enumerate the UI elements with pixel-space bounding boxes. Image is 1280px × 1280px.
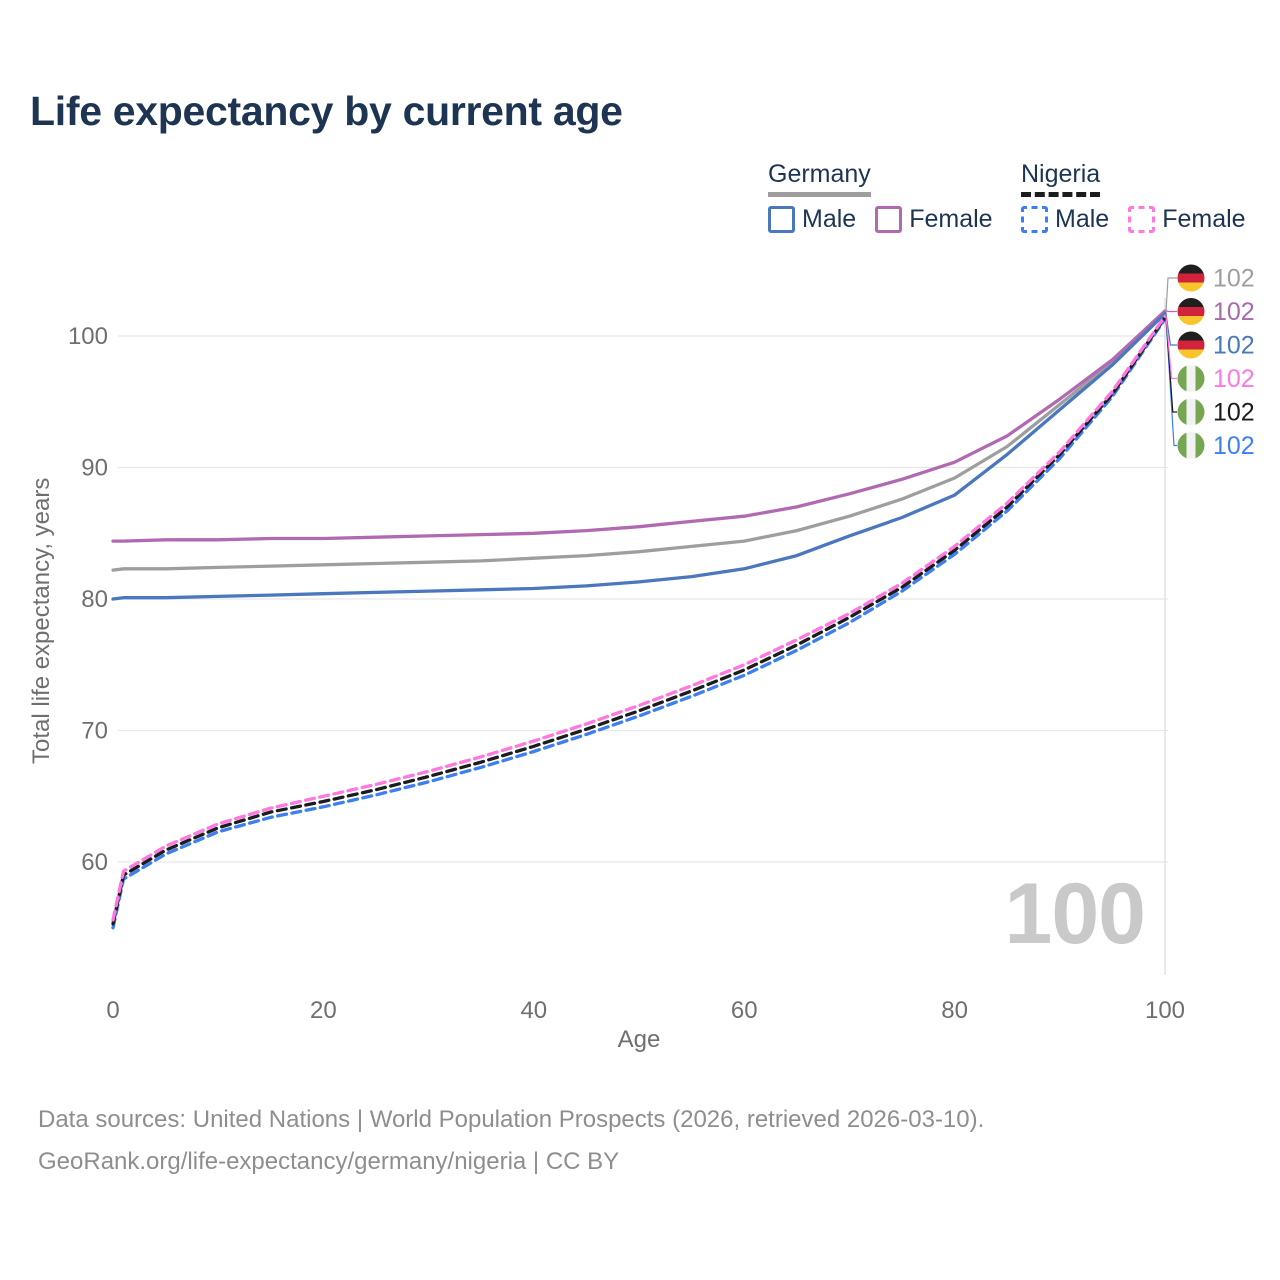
footer: Data sources: United Nations | World Pop… — [38, 1106, 984, 1190]
footer-url: GeoRank.org/life-expectancy/germany/nige… — [38, 1148, 620, 1175]
flag-nigeria-icon — [1177, 398, 1205, 426]
legend-item-germany-female[interactable]: Female — [875, 205, 993, 234]
y-tick-80: 80 — [81, 586, 108, 613]
end-value-label: 102 — [1213, 265, 1255, 293]
legend-item-label: Female — [1162, 205, 1246, 233]
x-tick-60: 60 — [731, 997, 758, 1024]
end-value-label: 102 — [1213, 432, 1255, 460]
legend-country-nigeria[interactable]: Nigeria — [1021, 160, 1101, 197]
flag-nigeria-icon — [1177, 365, 1205, 392]
end-value-label: 102 — [1213, 365, 1255, 393]
y-tick-70: 70 — [81, 718, 108, 745]
flag-nigeria-icon — [1177, 432, 1205, 459]
legend-country-label: Germany — [768, 160, 871, 188]
series-line-germany-female[interactable] — [111, 309, 1167, 543]
connector-nigeria-both — [1165, 317, 1177, 413]
x-tick-20: 20 — [310, 997, 337, 1024]
series-line-germany-both[interactable] — [111, 310, 1167, 572]
legend-item-nigeria-female[interactable]: Female — [1128, 205, 1246, 234]
series-line-nigeria-male[interactable] — [111, 317, 1167, 930]
y-tick-60: 60 — [81, 849, 108, 876]
y-tick-100: 100 — [68, 323, 108, 350]
page-title: Life expectancy by current age — [30, 88, 623, 134]
series-line-germany-male[interactable] — [111, 311, 1167, 601]
end-value-label: 102 — [1213, 332, 1255, 360]
x-tick-80: 80 — [941, 997, 968, 1024]
line-swatch-icon — [1128, 206, 1156, 233]
legend-items-germany: Male Female — [768, 205, 993, 234]
flag-germany-icon — [1177, 298, 1205, 325]
y-tick-90: 90 — [81, 455, 108, 482]
flag-germany-icon — [1177, 331, 1205, 359]
connector-nigeria-female — [1165, 316, 1177, 380]
end-value-label: 102 — [1213, 399, 1255, 427]
connector-germany-male — [1165, 313, 1177, 346]
legend-item-label: Male — [802, 205, 857, 233]
line-chart: 60 70 80 90 100 0 20 40 60 80 100 102 102 102 102 102 10… — [68, 264, 1255, 1024]
connector-germany-both — [1165, 277, 1177, 313]
legend-group-nigeria: Nigeria Male Female — [1021, 160, 1246, 234]
current-age-watermark: 100 — [1004, 866, 1147, 962]
legend-country-germany[interactable]: Germany — [768, 160, 871, 197]
series-line-nigeria-female[interactable] — [111, 314, 1167, 922]
x-tick-100: 100 — [1145, 997, 1185, 1024]
legend-item-label: Male — [1055, 205, 1110, 233]
end-value-label: 102 — [1213, 298, 1255, 326]
connector-germany-female — [1165, 310, 1177, 313]
legend-item-germany-male[interactable]: Male — [768, 205, 856, 234]
x-tick-40: 40 — [520, 997, 547, 1024]
legend-items-nigeria: Male Female — [1021, 205, 1246, 234]
legend-country-label: Nigeria — [1021, 160, 1101, 188]
footer-sources: Data sources: United Nations | World Pop… — [38, 1106, 985, 1133]
line-swatch-icon — [1021, 206, 1048, 233]
line-swatch-icon — [768, 206, 795, 233]
legend-item-nigeria-male[interactable]: Male — [1021, 205, 1109, 234]
series-line-nigeria-both[interactable] — [111, 315, 1167, 926]
x-tick-0: 0 — [106, 997, 119, 1024]
x-axis-label: Age — [617, 1026, 661, 1053]
flag-germany-icon — [1177, 264, 1205, 292]
line-swatch-icon — [875, 206, 903, 233]
legend-item-label: Female — [909, 205, 993, 233]
legend-group-germany: Germany Male Female — [768, 160, 993, 234]
